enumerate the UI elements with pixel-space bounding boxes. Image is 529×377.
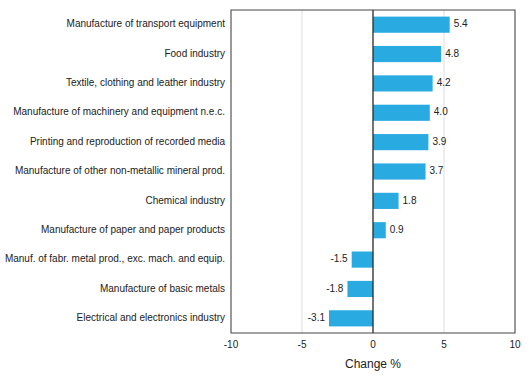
bar — [352, 252, 373, 268]
bar — [373, 134, 428, 150]
data-label: 4.8 — [445, 48, 459, 59]
plot-frame — [231, 10, 515, 333]
bar — [373, 75, 433, 91]
x-tick-label: -5 — [298, 339, 307, 350]
chart-container: Electrical and electronics industry Manuf… — [0, 0, 529, 377]
bar — [347, 281, 373, 297]
data-label: -3.1 — [308, 312, 326, 323]
category-label: Manufacture of other non-metallic minera… — [15, 165, 225, 176]
category-label: Electrical and electronics industry — [77, 312, 225, 323]
bar — [373, 46, 441, 62]
zero-line — [372, 10, 373, 333]
grid-line — [302, 10, 303, 333]
bar — [329, 310, 373, 326]
category-label: Textile, clothing and leather industry — [66, 77, 225, 88]
bar — [373, 163, 426, 179]
bar — [373, 17, 450, 33]
chart: Electrical and electronics industry Manuf… — [0, 0, 529, 377]
data-label: -1.8 — [326, 283, 344, 294]
x-tick-label: -10 — [224, 339, 239, 350]
x-axis-label: Change % — [345, 357, 401, 371]
category-label: Chemical industry — [146, 195, 225, 206]
category-label: Manufacture of paper and paper products — [41, 224, 225, 235]
data-label: 0.9 — [390, 224, 404, 235]
bars — [329, 17, 450, 327]
category-label: Manuf. of fabr. metal prod., exc. mach. … — [5, 253, 225, 264]
data-label: 4.0 — [434, 106, 448, 117]
data-label: 5.4 — [454, 18, 468, 29]
data-label: 1.8 — [403, 195, 417, 206]
data-label: -1.5 — [330, 253, 348, 264]
category-labels: Electrical and electronics industry Manuf… — [5, 18, 226, 323]
x-tick-labels: -10 -5 0 5 10 — [224, 339, 521, 350]
data-labels: -3.1 -1.8 -1.5 0.9 1.8 3.7 3.9 4.0 4.2 4.8 5.4 — [308, 18, 468, 323]
bar — [373, 105, 430, 121]
bar — [373, 222, 386, 238]
data-label: 3.7 — [430, 165, 444, 176]
category-label: Manufacture of transport equipment — [67, 18, 226, 29]
category-label: Manufacture of machinery and equipment n… — [13, 106, 225, 117]
x-tick-label: 10 — [509, 339, 521, 350]
x-tick-label: 0 — [370, 339, 376, 350]
category-label: Manufacture of basic metals — [100, 283, 225, 294]
bar — [373, 193, 399, 209]
category-label: Food industry — [164, 48, 225, 59]
category-label: Printing and reproduction of recorded me… — [30, 136, 226, 147]
grid — [231, 10, 515, 333]
grid-line — [373, 10, 374, 333]
data-label: 4.2 — [437, 77, 451, 88]
x-tick-label: 5 — [441, 339, 447, 350]
data-label: 3.9 — [432, 136, 446, 147]
